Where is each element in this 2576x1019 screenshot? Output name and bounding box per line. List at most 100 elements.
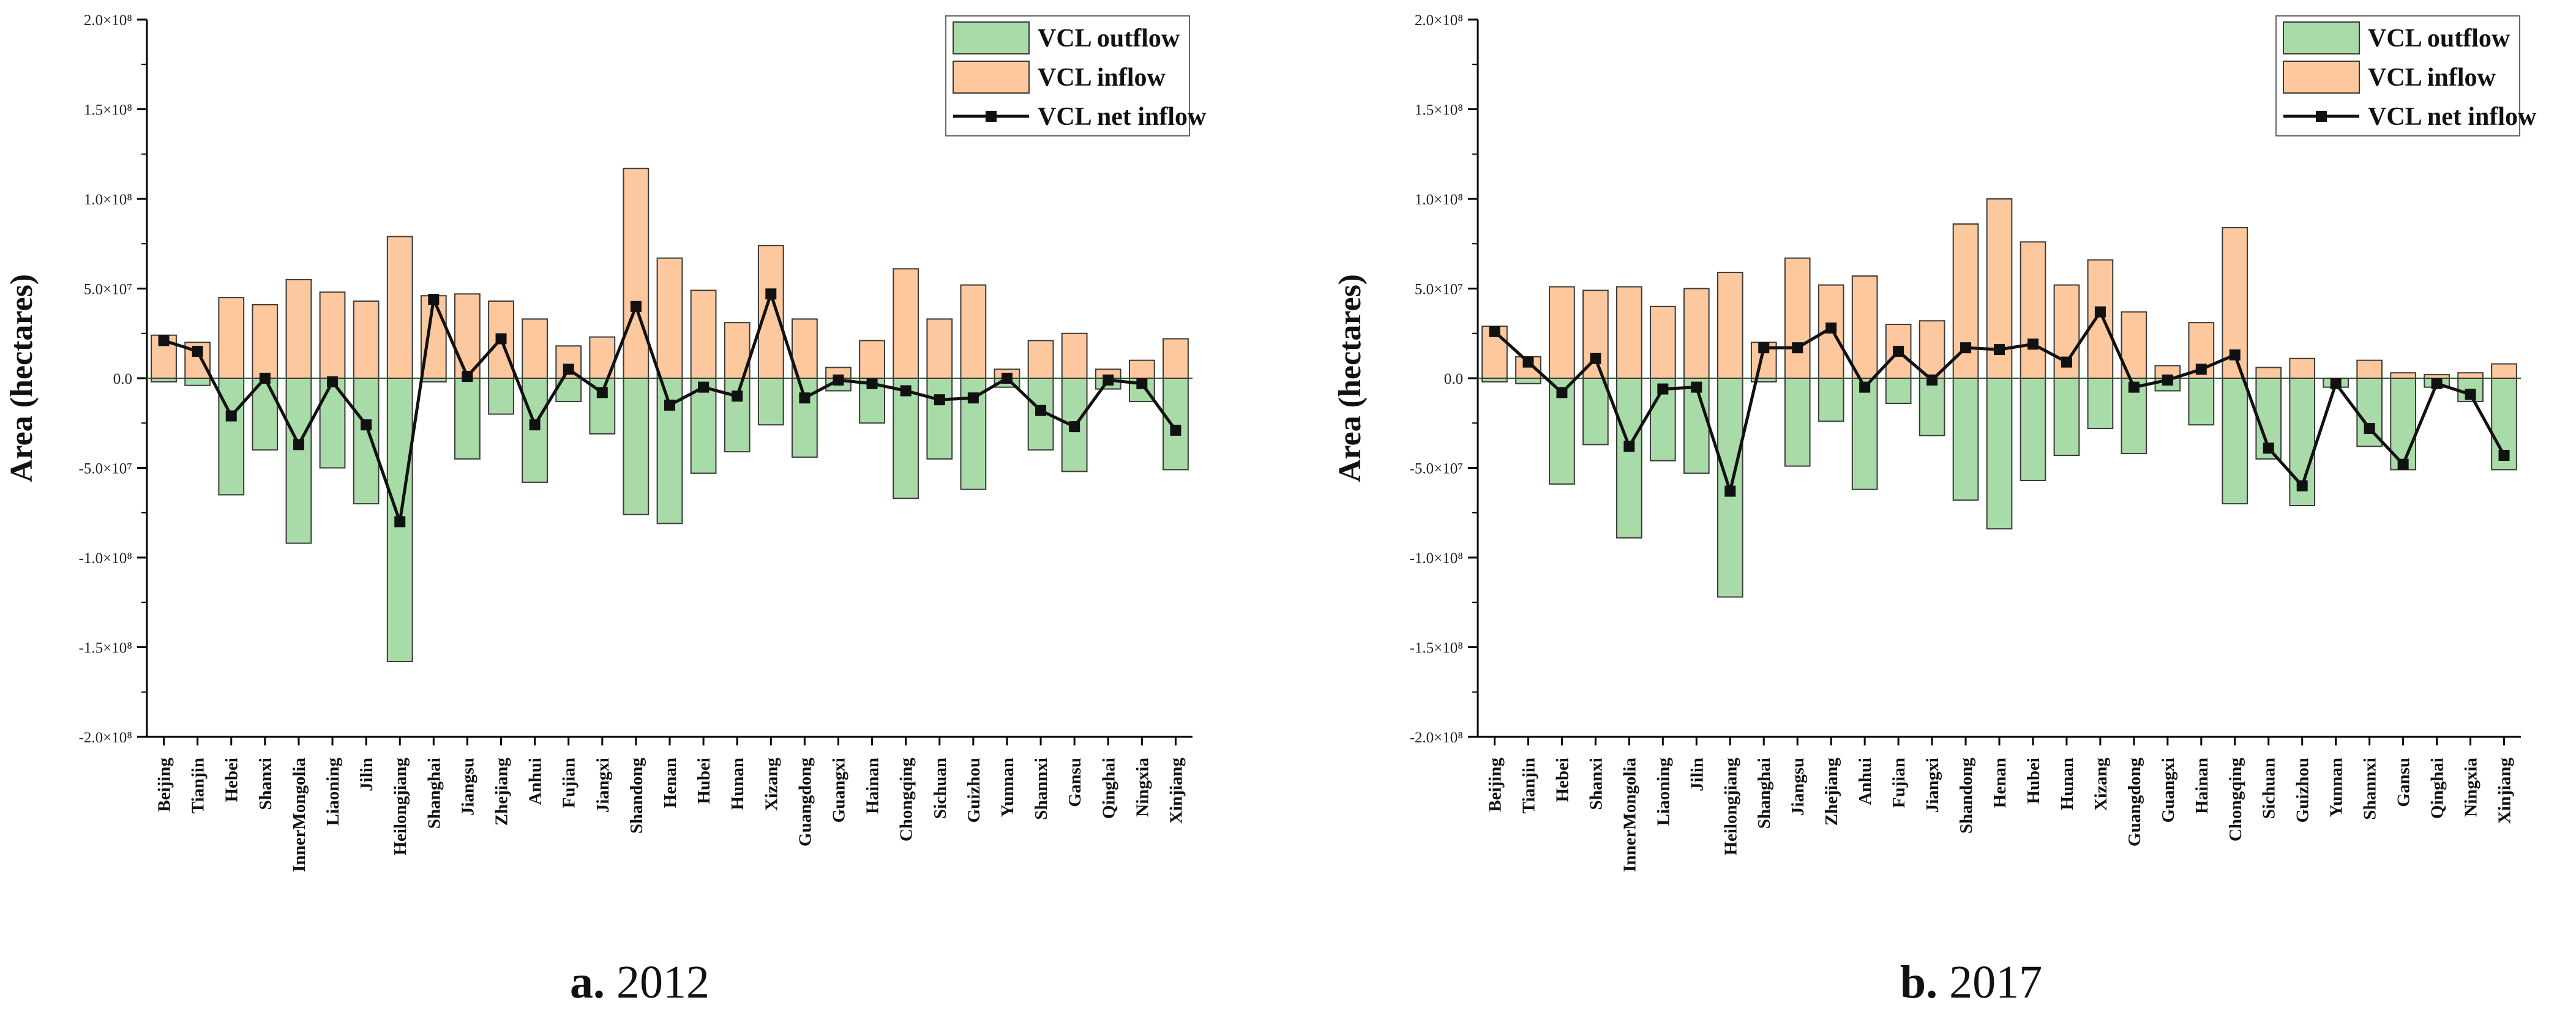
y-tick-label: -5.0×10⁷: [79, 461, 132, 477]
bar-inflow-Jilin: [1683, 288, 1710, 379]
net-inflow-marker-Ningxia: [2465, 389, 2476, 400]
net-inflow-marker-Jiangsu: [462, 371, 473, 383]
category-label: Heilongjiang: [391, 758, 410, 856]
bar-outflow-Jiangsu: [454, 378, 481, 460]
bar-inflow-Xinjiang: [2491, 363, 2517, 379]
category-label: Hunan: [728, 758, 747, 810]
net-inflow-marker-Shandong: [1960, 342, 1972, 354]
net-inflow-marker-Shanghai: [428, 294, 440, 305]
bar-outflow-Zhejiang: [488, 378, 514, 415]
bar-inflow-Henan: [656, 257, 683, 379]
bar-outflow-Fujian: [1885, 378, 1912, 405]
category-label: Tianjin: [189, 758, 208, 813]
net-inflow-marker-Guangdong: [799, 392, 811, 404]
net-inflow-marker-Shannxi: [1035, 405, 1047, 416]
bar-inflow-Shannxi: [2356, 359, 2383, 379]
category-label: Henan: [661, 758, 680, 808]
y-tick-label: -1.0×10⁸: [79, 550, 132, 567]
bar-inflow-Gansu: [2390, 372, 2416, 379]
bar-outflow-Tianjin: [184, 378, 211, 386]
category-label: Shandong: [1956, 758, 1976, 834]
category-label: Guangdong: [2125, 758, 2144, 847]
bar-outflow-Sichuan: [926, 378, 953, 460]
bar-inflow-Hebei: [218, 297, 245, 379]
category-label: Shandong: [627, 758, 646, 834]
caption-prefix: b.: [1900, 957, 1949, 1008]
y-tick-label: -1.5×10⁸: [79, 640, 132, 657]
category-label: Yunnan: [998, 758, 1017, 817]
y-tick-label: -1.5×10⁸: [1410, 640, 1463, 657]
net-inflow-marker-Jilin: [361, 419, 372, 431]
category-label: Liaoning: [1653, 758, 1673, 826]
category-label: Jiangxi: [593, 758, 613, 813]
bar-outflow-Hubei: [690, 378, 717, 474]
category-label: Fujian: [1889, 758, 1909, 808]
category-label: Shanxi: [1586, 758, 1606, 810]
category-label: Xizang: [2091, 758, 2111, 812]
net-inflow-marker-Jiangxi: [596, 387, 608, 398]
net-inflow-marker-Henan: [1994, 344, 2005, 356]
category-label: Hainan: [863, 758, 883, 814]
net-inflow-marker-Xizang: [765, 288, 777, 300]
category-label: Guangxi: [2159, 758, 2178, 823]
net-inflow-marker-Shanghai: [1758, 342, 1770, 354]
caption-year: 2012: [616, 957, 710, 1008]
bar-inflow-Guizhou: [2289, 357, 2316, 379]
bar-outflow-Xizang: [757, 378, 784, 426]
bar-outflow-InnerMongolia: [285, 378, 312, 544]
category-label: Fujian: [560, 758, 579, 808]
net-inflow-marker-Jilin: [1691, 381, 1702, 393]
y-tick-label: 1.5×10⁸: [1415, 102, 1463, 119]
category-label: Yunnan: [2327, 758, 2346, 817]
bar-outflow-Shanxi: [252, 378, 279, 451]
bar-outflow-Beijing: [1481, 378, 1508, 383]
bar-outflow-Zhejiang: [1818, 378, 1844, 422]
category-label: Shannxi: [2361, 758, 2380, 820]
panel-caption: a. 2012: [570, 957, 710, 1008]
y-axis-title: Area (hectares): [4, 274, 39, 482]
bar-inflow-Jiangsu: [1784, 257, 1811, 379]
category-label: Jiangxi: [1923, 758, 1942, 813]
panel-caption: b. 2017: [1900, 957, 2042, 1008]
category-label: Guizhou: [2293, 758, 2313, 823]
category-label: Qinghai: [2428, 758, 2447, 819]
bar-inflow-InnerMongolia: [1616, 286, 1642, 379]
legend-label-inflow: VCL inflow: [2368, 64, 2496, 92]
category-label: Heilongjiang: [1721, 758, 1740, 856]
category-label: Anhui: [1855, 758, 1875, 805]
net-inflow-marker-Fujian: [563, 364, 574, 375]
legend-marker-net: [986, 111, 997, 122]
bar-inflow-Hubei: [690, 289, 717, 379]
bar-inflow-Ningxia: [2457, 372, 2484, 379]
net-inflow-marker-Fujian: [1893, 346, 1904, 357]
net-inflow-marker-Guangdong: [2128, 381, 2140, 393]
caption-year: 2017: [1949, 957, 2042, 1008]
category-label: Shanghai: [1754, 758, 1774, 829]
bar-outflow-Shanghai: [1750, 378, 1777, 383]
legend-swatch-inflow: [2283, 61, 2360, 94]
net-inflow-marker-Beijing: [158, 335, 170, 346]
legend-swatch-inflow: [953, 61, 1030, 94]
net-inflow-marker-Xinjiang: [1170, 424, 1181, 436]
bar-inflow-Liaoning: [1649, 305, 1676, 379]
category-label: Hubei: [694, 758, 714, 804]
bar-outflow-InnerMongolia: [1616, 378, 1642, 539]
net-inflow-marker-Heilongjiang: [394, 516, 406, 528]
net-inflow-marker-Guizhou: [967, 392, 979, 404]
bar-outflow-Hubei: [2020, 378, 2046, 482]
net-inflow-marker-Xizang: [2094, 306, 2106, 318]
category-label: Ningxia: [2462, 758, 2481, 817]
bar-inflow-InnerMongolia: [285, 278, 312, 379]
bar-inflow-Ningxia: [1128, 359, 1155, 379]
bar-outflow-Shannxi: [2356, 378, 2383, 447]
category-label: InnerMongolia: [290, 758, 309, 872]
net-inflow-marker-Zhejiang: [1825, 322, 1837, 334]
net-inflow-marker-Shandong: [630, 300, 642, 312]
category-label: Sichuan: [2260, 758, 2279, 819]
legend-label-outflow: VCL outflow: [2368, 24, 2510, 53]
bar-inflow-Hainan: [2188, 322, 2215, 379]
category-label: Anhui: [526, 758, 545, 805]
bar-inflow-Xinjiang: [1163, 338, 1189, 379]
bar-inflow-Anhui: [1851, 275, 1878, 379]
category-label: Guangdong: [795, 758, 815, 847]
